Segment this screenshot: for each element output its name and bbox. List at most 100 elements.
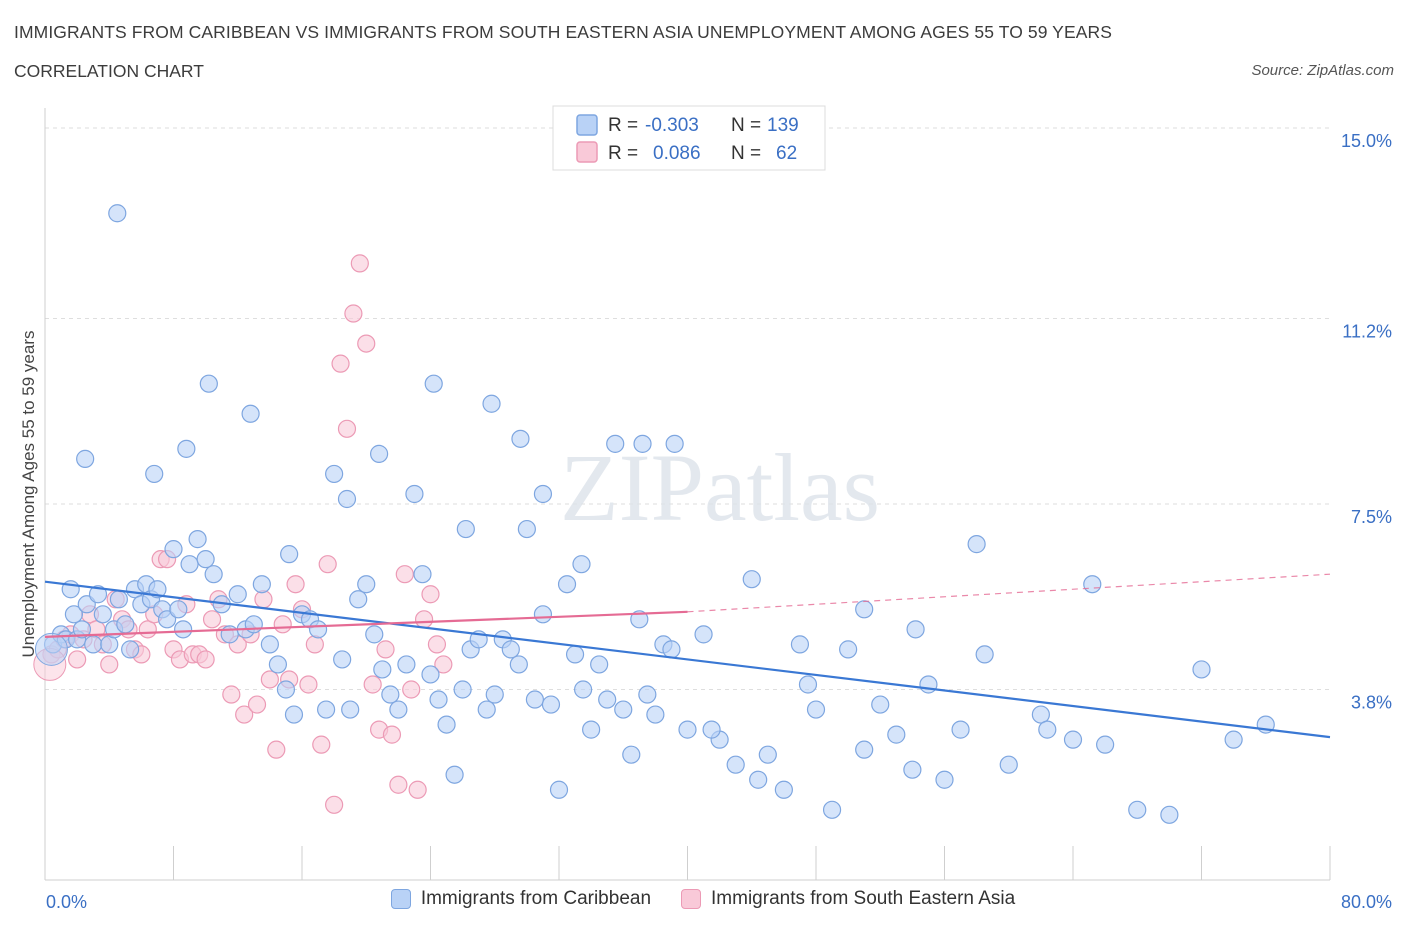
data-point-caribbean <box>485 685 504 704</box>
data-point-caribbean <box>501 640 520 659</box>
data-point-caribbean <box>424 374 443 393</box>
data-point-caribbean <box>284 705 304 724</box>
data-point-caribbean <box>421 665 440 684</box>
data-point-caribbean <box>855 600 874 619</box>
data-point-caribbean <box>919 675 938 694</box>
data-point-caribbean <box>951 720 970 739</box>
legend-n-label: N = <box>731 143 761 164</box>
data-point-caribbean <box>678 720 697 739</box>
data-point-sea <box>382 725 402 744</box>
data-point-caribbean <box>389 700 408 719</box>
data-point-caribbean <box>511 429 530 448</box>
data-point-sea <box>318 555 337 574</box>
chart-subtitle: CORRELATION CHART <box>14 61 204 81</box>
data-point-caribbean <box>188 530 207 549</box>
y-tick-label: 15.0% <box>1341 131 1392 151</box>
data-point-caribbean <box>381 685 400 704</box>
data-point-caribbean <box>646 705 665 724</box>
data-point-sea <box>414 610 434 629</box>
data-point-sea <box>331 354 350 373</box>
legend-swatch-caribbean <box>390 889 411 909</box>
data-point-caribbean <box>252 575 271 594</box>
data-point-caribbean <box>76 449 95 468</box>
data-point-sea <box>395 565 414 584</box>
legend-item-sea: Immigrants from South Eastern Asia <box>681 888 1015 910</box>
data-point-caribbean <box>1063 730 1083 749</box>
data-point-caribbean <box>456 519 475 539</box>
trend-line-sea-extension <box>687 573 1331 613</box>
data-point-sea <box>434 655 453 674</box>
data-point-caribbean <box>790 635 810 654</box>
data-point-caribbean <box>806 700 826 719</box>
data-point-caribbean <box>1038 720 1057 739</box>
data-point-caribbean <box>573 680 593 699</box>
data-point-caribbean <box>84 635 103 654</box>
data-point-caribbean <box>280 545 299 564</box>
data-point-caribbean <box>606 434 625 453</box>
data-point-caribbean <box>337 489 357 509</box>
data-point-caribbean <box>316 700 336 719</box>
data-point-sea <box>363 675 382 694</box>
data-point-caribbean <box>774 780 793 799</box>
data-point-caribbean <box>887 725 906 744</box>
data-point-caribbean <box>482 394 501 413</box>
data-point-caribbean <box>260 635 279 654</box>
data-point-caribbean <box>109 590 128 609</box>
data-point-sea <box>138 620 157 639</box>
data-point-caribbean <box>572 555 591 574</box>
data-point-sea <box>196 650 215 669</box>
data-point-caribbean <box>341 700 360 719</box>
legend-n-value: 62 <box>776 143 797 164</box>
data-point-caribbean <box>590 655 609 674</box>
source-credit: Source: ZipAtlas.com <box>1251 62 1394 79</box>
data-point-caribbean <box>357 575 376 594</box>
data-point-caribbean <box>453 680 472 699</box>
y-tick-label: 7.5% <box>1351 507 1392 527</box>
data-point-caribbean <box>517 519 536 539</box>
data-point-caribbean <box>93 605 112 624</box>
data-point-caribbean <box>88 585 108 604</box>
data-point-caribbean <box>373 660 392 679</box>
trend-line-sea <box>44 610 688 638</box>
data-point-caribbean <box>525 690 545 709</box>
data-point-caribbean <box>975 645 994 664</box>
data-point-caribbean <box>598 690 617 709</box>
data-point-caribbean <box>967 535 986 554</box>
data-point-sea <box>337 419 357 438</box>
data-point-caribbean <box>533 605 553 624</box>
data-point-caribbean <box>349 590 368 609</box>
series-sea-points <box>33 254 453 814</box>
data-point-caribbean <box>477 700 496 719</box>
data-point-caribbean <box>199 374 218 393</box>
legend-swatch-sea <box>681 889 702 909</box>
data-point-caribbean <box>169 600 188 619</box>
data-point-sea <box>202 610 222 629</box>
data-point-caribbean <box>1128 800 1147 819</box>
data-point-caribbean <box>397 655 416 674</box>
data-point-caribbean <box>1096 735 1115 754</box>
data-point-caribbean <box>164 540 183 559</box>
legend-item-caribbean: Immigrants from Caribbean <box>390 888 651 910</box>
y-tick-label: 3.8% <box>1351 693 1392 713</box>
data-point-caribbean <box>148 580 167 599</box>
data-point-caribbean <box>903 760 922 779</box>
data-point-caribbean <box>1192 660 1211 679</box>
data-point-caribbean <box>1083 575 1102 594</box>
data-point-caribbean <box>702 720 721 739</box>
data-point-sea <box>344 304 363 323</box>
data-point-sea <box>402 680 421 699</box>
data-point-caribbean <box>244 615 263 634</box>
data-point-sea <box>273 615 292 634</box>
data-point-caribbean <box>822 800 842 819</box>
data-point-caribbean <box>509 655 528 674</box>
data-point-caribbean <box>228 585 247 604</box>
data-point-caribbean <box>622 745 641 764</box>
data-point-caribbean <box>582 720 601 739</box>
data-point-caribbean <box>333 650 352 669</box>
data-point-caribbean <box>662 640 681 659</box>
data-point-caribbean <box>180 555 199 574</box>
data-point-sea <box>350 254 369 273</box>
legend-r-label: R = <box>608 143 638 164</box>
data-point-caribbean <box>325 464 344 484</box>
